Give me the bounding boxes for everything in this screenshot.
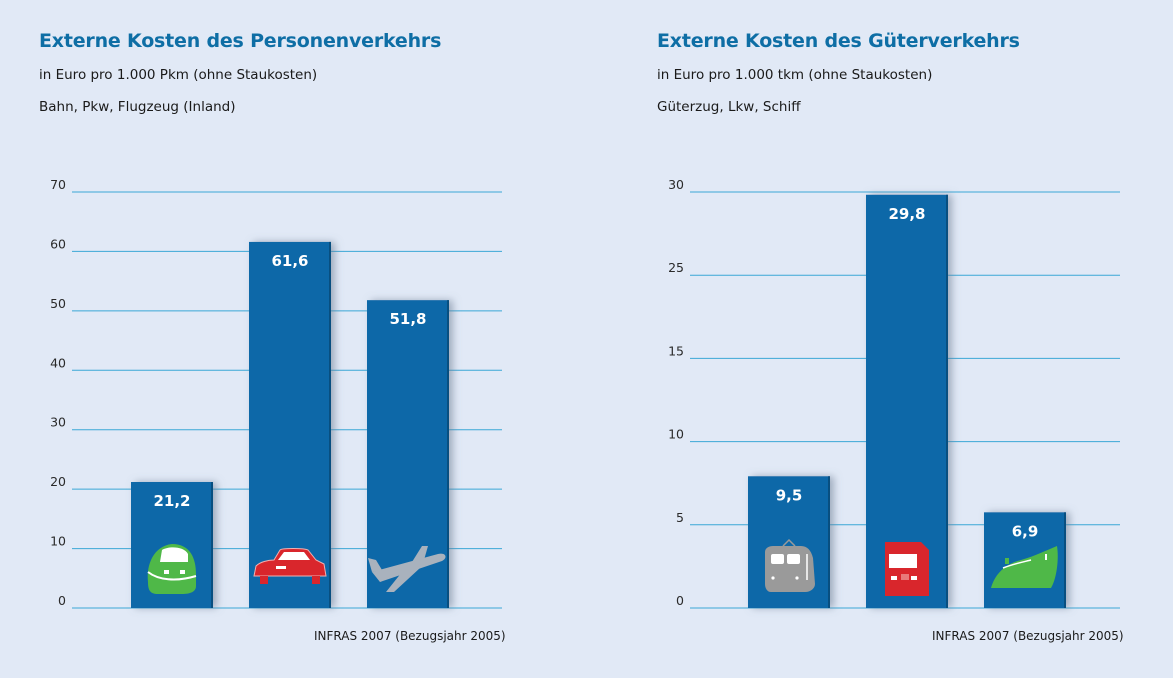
bar-group: 21,2 (131, 482, 213, 608)
bar-value-label: 9,5 (776, 486, 803, 504)
bar (866, 194, 948, 609)
train-icon (147, 544, 197, 594)
truck-icon (885, 542, 929, 596)
bar-group: 29,8 (866, 194, 948, 609)
source-note: INFRAS 2007 (Bezugsjahr 2005) (932, 629, 1124, 643)
chart-panel-personenverkehr: Externe Kosten des Personenverkehrs in E… (0, 0, 560, 678)
freight-train-icon (765, 538, 815, 592)
y-tick-label: 30 (50, 415, 66, 430)
y-tick-label: 10 (50, 534, 66, 549)
bar-value-label: 61,6 (271, 252, 308, 270)
bar-value-label: 6,9 (1012, 522, 1039, 540)
y-tick-label: 25 (668, 260, 684, 275)
chart-categories-caption: Güterzug, Lkw, Schiff (657, 99, 801, 115)
y-tick-label: 10 (668, 427, 684, 442)
bar-group: 9,5 (748, 476, 830, 608)
y-tick-label: 5 (676, 510, 684, 525)
bar-edge (447, 300, 449, 608)
y-tick-label: 0 (58, 593, 66, 608)
chart-categories-caption: Bahn, Pkw, Flugzeug (Inland) (39, 99, 236, 115)
bar-chart-personenverkehr: 0 10 20 30 40 50 60 70 21,2 61,6 51,8 (50, 177, 502, 609)
bar-value-label: 21,2 (153, 492, 190, 510)
bar-value-label: 29,8 (888, 205, 925, 223)
y-tick-label: 30 (668, 177, 684, 192)
bar-chart-gueterverkehr: 0 5 10 15 25 30 9,5 29,8 6,9 (668, 177, 1120, 609)
y-tick-label: 40 (50, 355, 66, 370)
ship-icon (991, 546, 1058, 588)
y-tick-label: 60 (50, 236, 66, 251)
bar (249, 241, 331, 609)
bar-group: 61,6 (249, 241, 331, 609)
y-tick-label: 0 (676, 593, 684, 608)
car-icon (253, 548, 327, 584)
airplane-icon (368, 546, 446, 592)
source-note: INFRAS 2007 (Bezugsjahr 2005) (314, 629, 506, 643)
chart-subtitle: in Euro pro 1.000 Pkm (ohne Staukosten) (39, 67, 318, 83)
chart-subtitle: in Euro pro 1.000 tkm (ohne Staukosten) (657, 67, 933, 83)
bar-edge (946, 194, 948, 609)
y-tick-label: 15 (668, 343, 684, 358)
chart-title: Externe Kosten des Personenverkehrs (39, 30, 442, 52)
bar-value-label: 51,8 (389, 310, 426, 328)
bar-edge (211, 482, 213, 608)
y-tick-label: 50 (50, 296, 66, 311)
bar-edge (1064, 512, 1066, 608)
chart-title: Externe Kosten des Güterverkehrs (657, 30, 1020, 52)
y-tick-label: 20 (50, 474, 66, 489)
bar-edge (828, 476, 830, 608)
chart-panel-gueterverkehr: Externe Kosten des Güterverkehrs in Euro… (618, 0, 1173, 678)
bar-group: 51,8 (367, 300, 449, 608)
bar-group: 6,9 (984, 512, 1066, 608)
bar-edge (329, 241, 331, 609)
y-tick-label: 70 (50, 177, 66, 192)
